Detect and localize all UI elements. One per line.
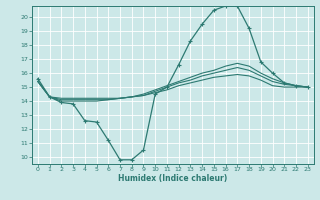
X-axis label: Humidex (Indice chaleur): Humidex (Indice chaleur): [118, 174, 228, 183]
